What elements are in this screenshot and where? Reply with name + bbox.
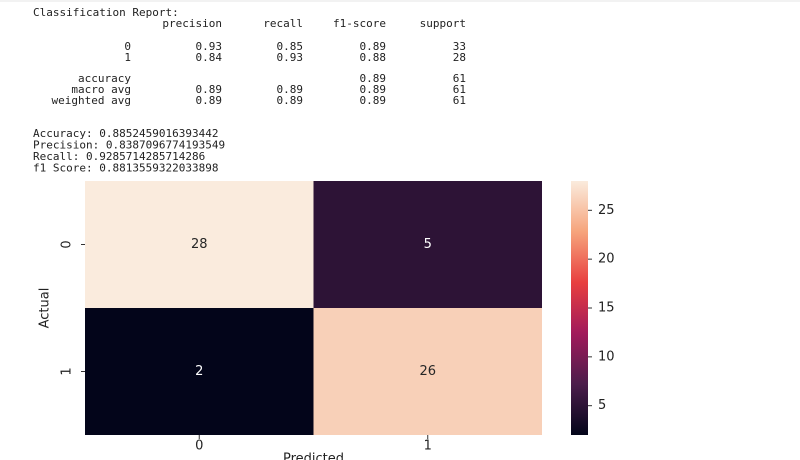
report-header: f1-score <box>333 17 386 30</box>
report-row-label: weighted avg <box>52 94 131 107</box>
colorbar-tick-label: 5 <box>598 398 606 413</box>
heatmap-cell <box>313 181 542 308</box>
metric-value: 0.8387096774193549 <box>106 139 225 152</box>
report-value: 0.89 <box>360 83 387 96</box>
metric-label: Precision: <box>33 139 99 152</box>
metric-line: Precision: 0.8387096774193549 <box>33 139 225 152</box>
report-value: 0.89 <box>277 83 304 96</box>
heatmap-cell <box>313 308 542 435</box>
report-value: 0.88 <box>360 51 387 64</box>
metric-label: Accuracy: <box>33 127 93 140</box>
colorbar-tick-label: 25 <box>598 203 615 218</box>
report-value: 0.84 <box>196 51 223 64</box>
metric-label: f1 Score: <box>33 162 93 175</box>
report-row-label: accuracy <box>78 72 131 85</box>
report-value: 0.89 <box>277 94 304 107</box>
report-header: precision <box>162 17 222 30</box>
cell-annotation: 2 <box>195 364 203 379</box>
y-tick-label: 0 <box>60 240 75 248</box>
heatmap-cell <box>85 181 314 308</box>
x-tick-label: 0 <box>195 439 203 454</box>
report-value: 61 <box>453 72 466 85</box>
report-header: recall <box>263 17 303 30</box>
report-value: 28 <box>453 51 466 64</box>
metric-label: Recall: <box>33 150 79 163</box>
metric-line: f1 Score: 0.8813559322033898 <box>33 162 218 175</box>
cell-annotation: 5 <box>424 237 432 252</box>
heatmap-cell <box>85 308 314 435</box>
y-tick-label: 1 <box>60 367 75 375</box>
report-row-label: 1 <box>124 51 131 64</box>
metric-line: Recall: 0.9285714285714286 <box>33 150 205 163</box>
report-row-label: 0 <box>124 40 131 53</box>
y-axis-label: Actual <box>38 288 53 329</box>
metric-value: 0.9285714285714286 <box>86 150 205 163</box>
report-value: 0.85 <box>277 40 304 53</box>
metric-value: 0.8813559322033898 <box>99 162 218 175</box>
report-value: 0.89 <box>196 94 223 107</box>
report-value: 61 <box>453 83 466 96</box>
report-value: 0.89 <box>196 83 223 96</box>
colorbar-tick-label: 10 <box>598 349 615 364</box>
report-row-label: macro avg <box>71 83 131 96</box>
colorbar-tick-label: 15 <box>598 301 615 316</box>
report-header: support <box>420 17 466 30</box>
report-value: 33 <box>453 40 466 53</box>
cell-annotation: 26 <box>419 364 436 379</box>
report-value: 0.89 <box>360 94 387 107</box>
metric-value: 0.8852459016393442 <box>99 127 218 140</box>
x-axis-label: Predicted <box>283 452 344 460</box>
report-title: Classification Report: <box>33 6 179 19</box>
report-value: 0.89 <box>360 72 387 85</box>
metric-line: Accuracy: 0.8852459016393442 <box>33 127 218 140</box>
report-value: 61 <box>453 94 466 107</box>
x-tick-label: 1 <box>424 439 432 454</box>
colorbar-tick-label: 20 <box>598 252 615 267</box>
report-value: 0.93 <box>277 51 304 64</box>
report-value: 0.89 <box>360 40 387 53</box>
report-value: 0.93 <box>196 40 223 53</box>
cell-annotation: 28 <box>191 237 208 252</box>
colorbar <box>571 181 588 435</box>
